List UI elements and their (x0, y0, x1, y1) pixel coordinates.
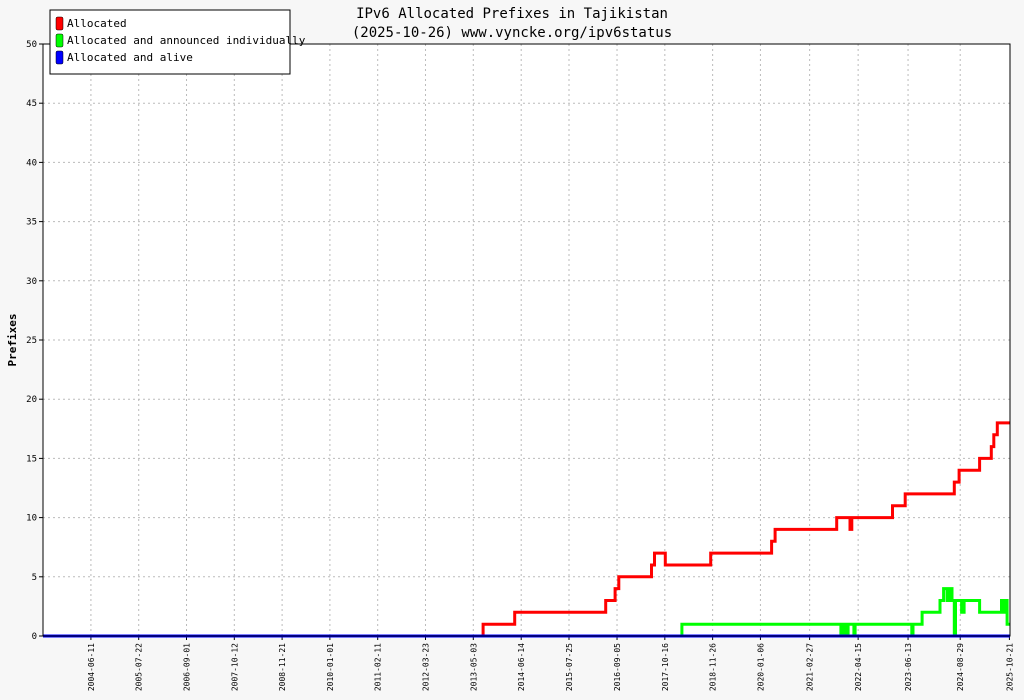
x-tick-label: 2011-02-11 (374, 643, 383, 691)
y-tick-label: 40 (26, 158, 37, 168)
legend-box (49, 9, 291, 75)
x-tick-label: 2021-02-27 (806, 643, 815, 691)
x-tick-label: 2010-01-01 (326, 643, 335, 691)
x-tick-label: 2004-06-11 (87, 643, 96, 691)
x-tick-label: 2018-11-26 (709, 643, 718, 691)
y-tick-label: 5 (32, 573, 37, 583)
y-tick-label: 35 (26, 218, 37, 228)
chart-title: IPv6 Allocated Prefixes in Tajikistan (356, 6, 668, 22)
series-line-1 (43, 421, 1010, 638)
x-tick-label: 2013-05-03 (469, 643, 478, 691)
y-tick-label: 20 (26, 395, 37, 405)
y-tick-label: 15 (26, 454, 37, 464)
y-tick-label: 10 (26, 514, 37, 524)
x-tick-label: 2005-07-22 (135, 643, 144, 691)
legend-swatch (55, 16, 64, 31)
y-axis-ticks: 0 5 10 15 20 25 30 35 40 45 50 (26, 40, 43, 642)
x-tick-label: 2016-09-05 (613, 643, 622, 691)
x-tick-label: 2020-01-06 (756, 643, 765, 691)
x-tick-label: 2007-10-12 (230, 643, 239, 691)
x-tick-label: 2012-03-23 (421, 643, 430, 691)
x-tick-label: 2006-09-01 (183, 643, 192, 691)
x-tick-label: 2014-06-14 (517, 643, 526, 691)
x-tick-label: 2017-10-16 (661, 643, 670, 691)
y-tick-label: 30 (26, 277, 37, 287)
chart-subtitle: (2025-10-26) www.vyncke.org/ipv6status (352, 25, 672, 41)
y-tick-label: 25 (26, 336, 37, 346)
legend-label: Allocated and announced individually (67, 34, 306, 47)
x-tick-label: 2025-10-21 (1005, 643, 1014, 691)
plot-frame (42, 43, 1011, 637)
legend: Allocated Allocated and announced individ… (49, 9, 306, 75)
legend-label: Allocated and alive (67, 51, 193, 64)
x-tick-label: 2022-04-15 (854, 643, 863, 691)
legend-swatch (55, 50, 64, 65)
legend-label: Allocated (67, 17, 127, 30)
legend-swatch (55, 33, 64, 48)
y-tick-label: 45 (26, 99, 37, 109)
y-tick-label: 0 (32, 632, 37, 642)
x-tick-label: 2008-11-21 (278, 643, 287, 691)
y-tick-label: 50 (26, 40, 37, 50)
x-axis-ticks: 2004-06-11 2005-07-22 2006-09-01 2007-10-12… (87, 636, 1014, 691)
y-axis-label: Prefixes (6, 314, 19, 367)
x-tick-label: 2024-08-29 (956, 643, 965, 691)
x-tick-label: 2015-07-25 (565, 643, 574, 691)
x-tick-label: 2023-06-13 (904, 643, 913, 691)
